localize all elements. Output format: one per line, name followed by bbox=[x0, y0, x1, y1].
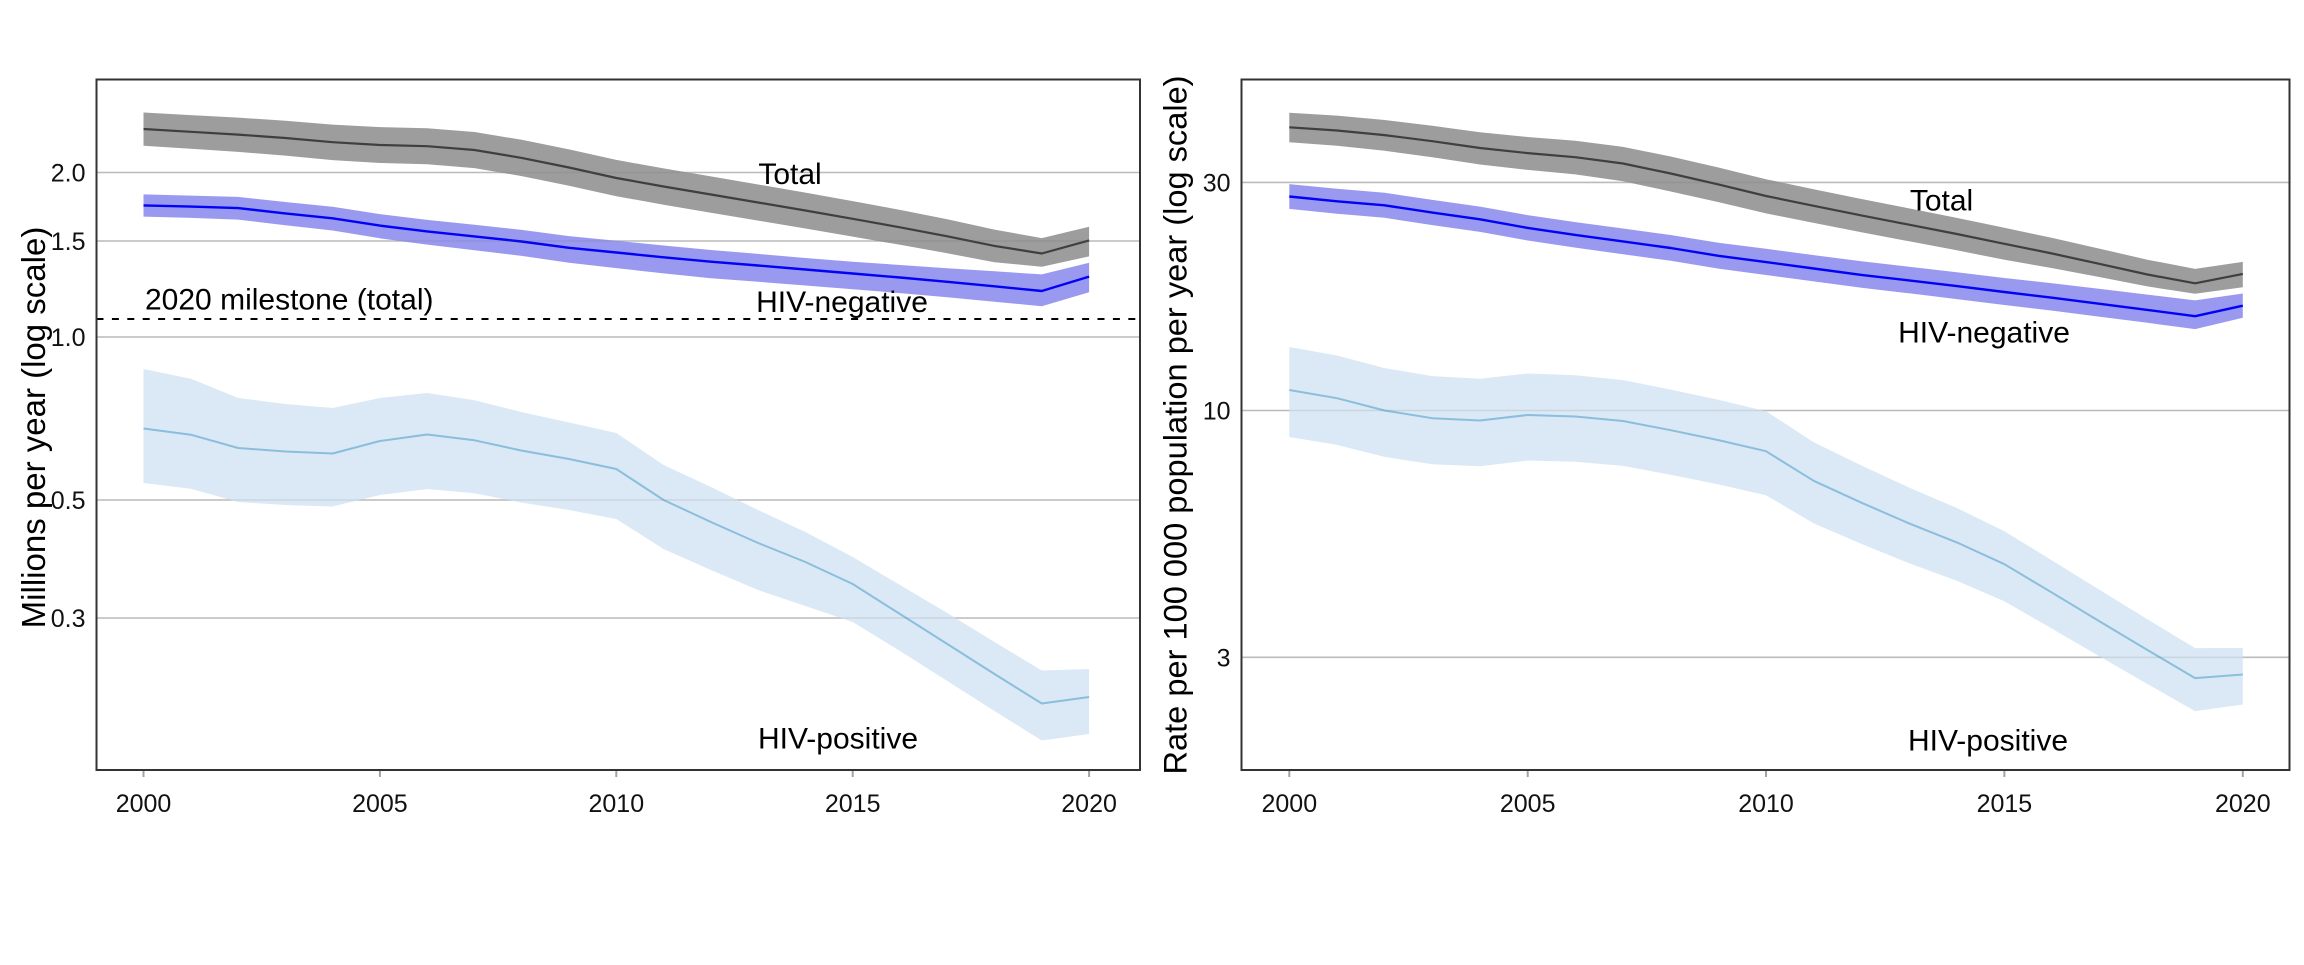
svg-text:HIV-negative: HIV-negative bbox=[756, 286, 928, 319]
svg-text:2015: 2015 bbox=[825, 790, 881, 818]
svg-text:2020 milestone (total): 2020 milestone (total) bbox=[145, 284, 434, 317]
svg-text:Rate per 100 000 population pe: Rate per 100 000 population per year (lo… bbox=[1157, 75, 1194, 774]
svg-text:HIV-positive: HIV-positive bbox=[758, 723, 918, 756]
svg-text:3: 3 bbox=[1217, 644, 1231, 672]
svg-text:2010: 2010 bbox=[588, 790, 644, 818]
svg-text:2005: 2005 bbox=[1500, 790, 1556, 818]
svg-text:2015: 2015 bbox=[1977, 790, 2033, 818]
svg-text:Total: Total bbox=[758, 158, 821, 191]
svg-text:2020: 2020 bbox=[1061, 790, 1117, 818]
svg-text:Total: Total bbox=[1910, 185, 1973, 218]
svg-text:2.0: 2.0 bbox=[51, 160, 86, 188]
svg-text:30: 30 bbox=[1203, 169, 1231, 197]
svg-text:2000: 2000 bbox=[116, 790, 172, 818]
svg-text:2010: 2010 bbox=[1738, 790, 1794, 818]
svg-text:2000: 2000 bbox=[1261, 790, 1317, 818]
svg-text:HIV-positive: HIV-positive bbox=[1908, 725, 2068, 758]
svg-text:HIV-negative: HIV-negative bbox=[1898, 317, 2070, 350]
svg-text:2020: 2020 bbox=[2215, 790, 2271, 818]
svg-text:10: 10 bbox=[1203, 398, 1231, 426]
svg-text:1.0: 1.0 bbox=[51, 324, 86, 352]
svg-text:Millions per year (log scale): Millions per year (log scale) bbox=[15, 227, 52, 629]
svg-text:0.3: 0.3 bbox=[51, 605, 86, 633]
svg-text:0.5: 0.5 bbox=[51, 487, 86, 515]
svg-text:2005: 2005 bbox=[352, 790, 408, 818]
svg-text:1.5: 1.5 bbox=[51, 228, 86, 256]
